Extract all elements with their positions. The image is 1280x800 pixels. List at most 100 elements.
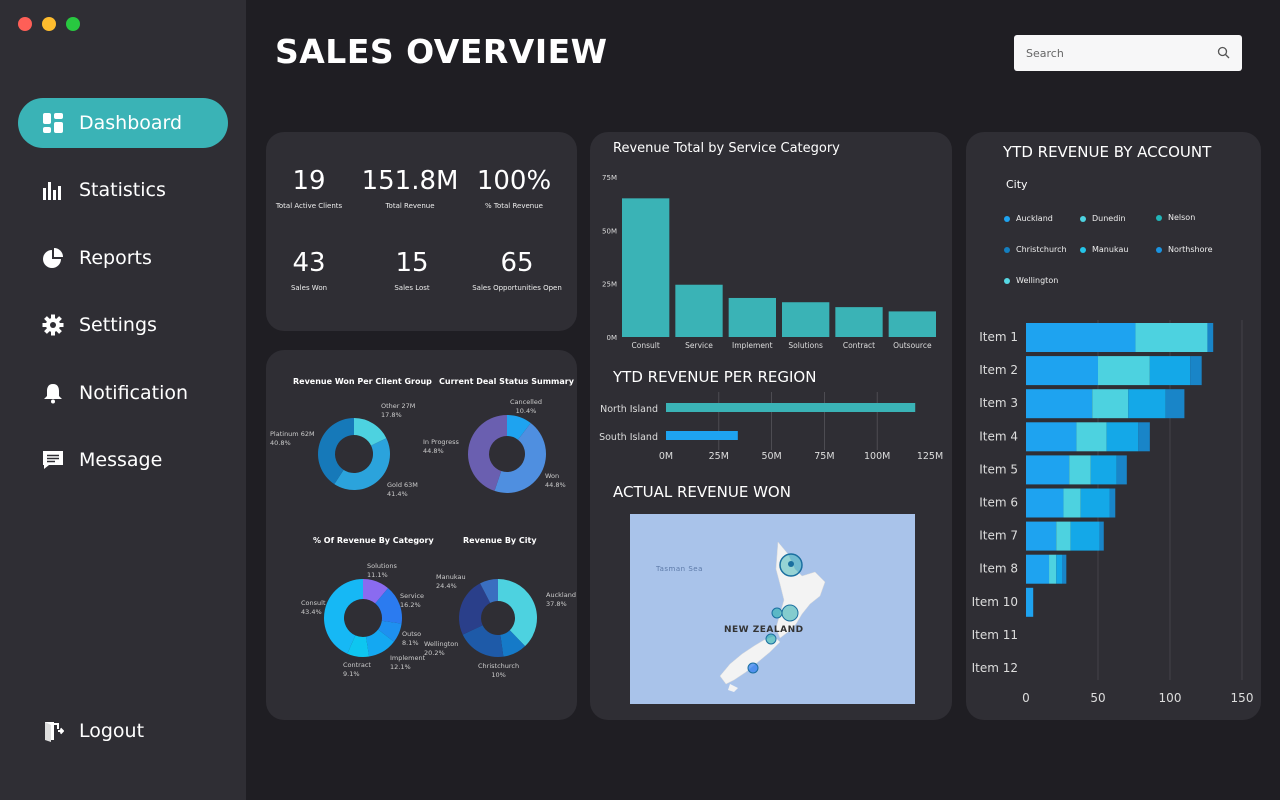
legend-item-northshore[interactable]: Northshore: [1156, 245, 1213, 254]
revenue-map[interactable]: Tasman Sea NEW ZEALAND: [630, 514, 915, 704]
city-slice-christchurch[interactable]: [500, 630, 526, 657]
logout-icon: [41, 719, 65, 743]
label-other: Other 27M 17.8%: [381, 402, 416, 419]
sidebar-item-reports[interactable]: Reports: [18, 233, 228, 283]
sidebar-item-statistics[interactable]: Statistics: [18, 165, 228, 215]
bar-solutions[interactable]: [782, 302, 830, 337]
bar-south-island[interactable]: [666, 431, 738, 440]
sidebar-item-settings[interactable]: Settings: [18, 300, 228, 350]
bar-segment[interactable]: [1090, 455, 1117, 485]
x-tick-label: 125M: [917, 451, 943, 462]
bar-segment[interactable]: [1128, 389, 1166, 419]
bar-segment[interactable]: [1207, 323, 1214, 352]
legend-swatch: [1080, 215, 1086, 222]
legend-swatch: [1156, 214, 1162, 221]
bar-segment[interactable]: [1098, 356, 1150, 386]
category-slice-implement[interactable]: [365, 629, 394, 657]
sidebar-item-dashboard[interactable]: Dashboard: [18, 98, 228, 148]
bar-segment[interactable]: [1080, 488, 1110, 518]
bar-segment[interactable]: [1026, 389, 1093, 419]
search-input[interactable]: [1026, 46, 1217, 60]
category-slice-solutions[interactable]: [363, 579, 389, 604]
bar-contract[interactable]: [835, 307, 883, 337]
logout-button[interactable]: Logout: [18, 706, 228, 756]
kpi-value: 43: [292, 248, 326, 278]
bar-segment[interactable]: [1076, 422, 1107, 452]
bar-segment[interactable]: [1049, 554, 1057, 584]
bar-segment[interactable]: [1026, 521, 1057, 551]
bar-segment[interactable]: [1099, 521, 1104, 551]
city-slice-auckland[interactable]: [498, 579, 537, 647]
bar-segment[interactable]: [1026, 422, 1077, 452]
close-window-button[interactable]: [18, 17, 32, 31]
city-slice-manukau[interactable]: [459, 583, 491, 635]
bar-segment[interactable]: [1116, 455, 1127, 485]
deal-status-slice-cancelled[interactable]: [507, 415, 531, 440]
reports-icon: [41, 246, 65, 270]
minimize-window-button[interactable]: [42, 17, 56, 31]
city-slice-other[interactable]: [480, 579, 498, 603]
city-slice-wellington[interactable]: [462, 625, 504, 657]
deal-status-slice-won[interactable]: [494, 423, 546, 493]
maximize-window-button[interactable]: [66, 17, 80, 31]
category-slice-outso[interactable]: [378, 620, 402, 642]
bar-segment[interactable]: [1056, 521, 1071, 551]
bar-segment[interactable]: [1026, 356, 1098, 386]
kpi-total-revenue: 151.8M Total Revenue: [355, 166, 465, 210]
search-icon[interactable]: [1217, 44, 1230, 63]
bar-segment[interactable]: [1106, 422, 1139, 452]
bar-segment[interactable]: [1026, 323, 1136, 352]
bar-segment[interactable]: [1063, 488, 1081, 518]
legend-item-manukau[interactable]: Manukau: [1080, 245, 1128, 254]
bar-segment[interactable]: [1026, 455, 1070, 485]
bar-segment[interactable]: [1109, 488, 1116, 518]
sidebar-item-message[interactable]: Message: [18, 435, 228, 485]
bar-segment[interactable]: [1026, 488, 1064, 518]
legend-label: Dunedin: [1092, 214, 1126, 223]
client-group-slice-other[interactable]: [354, 418, 387, 446]
bar-segment[interactable]: [1135, 323, 1208, 352]
bar-segment[interactable]: [1092, 389, 1129, 419]
bar-segment[interactable]: [1026, 554, 1050, 584]
bar-implement[interactable]: [728, 297, 776, 337]
kpi-label: Sales Opportunities Open: [472, 284, 562, 292]
legend-item-auckland[interactable]: Auckland: [1004, 214, 1053, 223]
bar-segment[interactable]: [1149, 356, 1191, 386]
search-box[interactable]: [1014, 35, 1242, 71]
bar-service[interactable]: [675, 284, 723, 337]
x-tick-label: Consult: [632, 341, 660, 350]
client-group-slice-platinum[interactable]: [318, 418, 354, 485]
deal-status-slice-in-progress[interactable]: [468, 415, 507, 491]
category-slice-contract[interactable]: [347, 635, 370, 657]
sidebar-item-notification[interactable]: Notification: [18, 368, 228, 418]
legend-item-nelson[interactable]: Nelson: [1156, 213, 1195, 222]
legend-label: Auckland: [1016, 214, 1053, 223]
category-slice-consult[interactable]: [324, 579, 363, 654]
bar-segment[interactable]: [1026, 587, 1034, 617]
legend-item-christchurch[interactable]: Christchurch: [1004, 245, 1067, 254]
legend-item-dunedin[interactable]: Dunedin: [1080, 214, 1126, 223]
label-christchurch: Christchurch 10%: [478, 662, 520, 679]
legend-item-wellington[interactable]: Wellington: [1004, 276, 1058, 285]
bar-segment[interactable]: [1138, 422, 1150, 452]
bar-segment[interactable]: [1062, 554, 1067, 584]
x-tick-label: Solutions: [788, 341, 823, 350]
sidebar-item-label: Reports: [79, 246, 152, 269]
bar-outsource[interactable]: [888, 311, 936, 337]
account-stacked-bar-chart: Item 1 Item 2 Item 3 Item 4 Item 5 Item 6 Item…: [972, 320, 1253, 705]
y-tick-label: Item 10: [972, 595, 1018, 609]
kpi-label: Sales Lost: [394, 284, 430, 292]
label-in-progress: In Progress 44.8%: [423, 438, 459, 455]
bar-segment[interactable]: [1190, 356, 1202, 386]
kpi-sales-lost: 15 Sales Lost: [357, 248, 467, 292]
kpi-value: 100%: [476, 166, 552, 196]
category-slice-service[interactable]: [375, 588, 402, 624]
bar-segment[interactable]: [1056, 554, 1062, 584]
bar-segment[interactable]: [1165, 389, 1185, 419]
bar-north-island[interactable]: [666, 403, 916, 412]
client-group-slice-gold[interactable]: [334, 438, 390, 490]
bar-segment[interactable]: [1070, 521, 1100, 551]
bar-segment[interactable]: [1069, 455, 1091, 485]
bar-consult[interactable]: [622, 198, 670, 337]
legend-swatch: [1156, 246, 1162, 253]
